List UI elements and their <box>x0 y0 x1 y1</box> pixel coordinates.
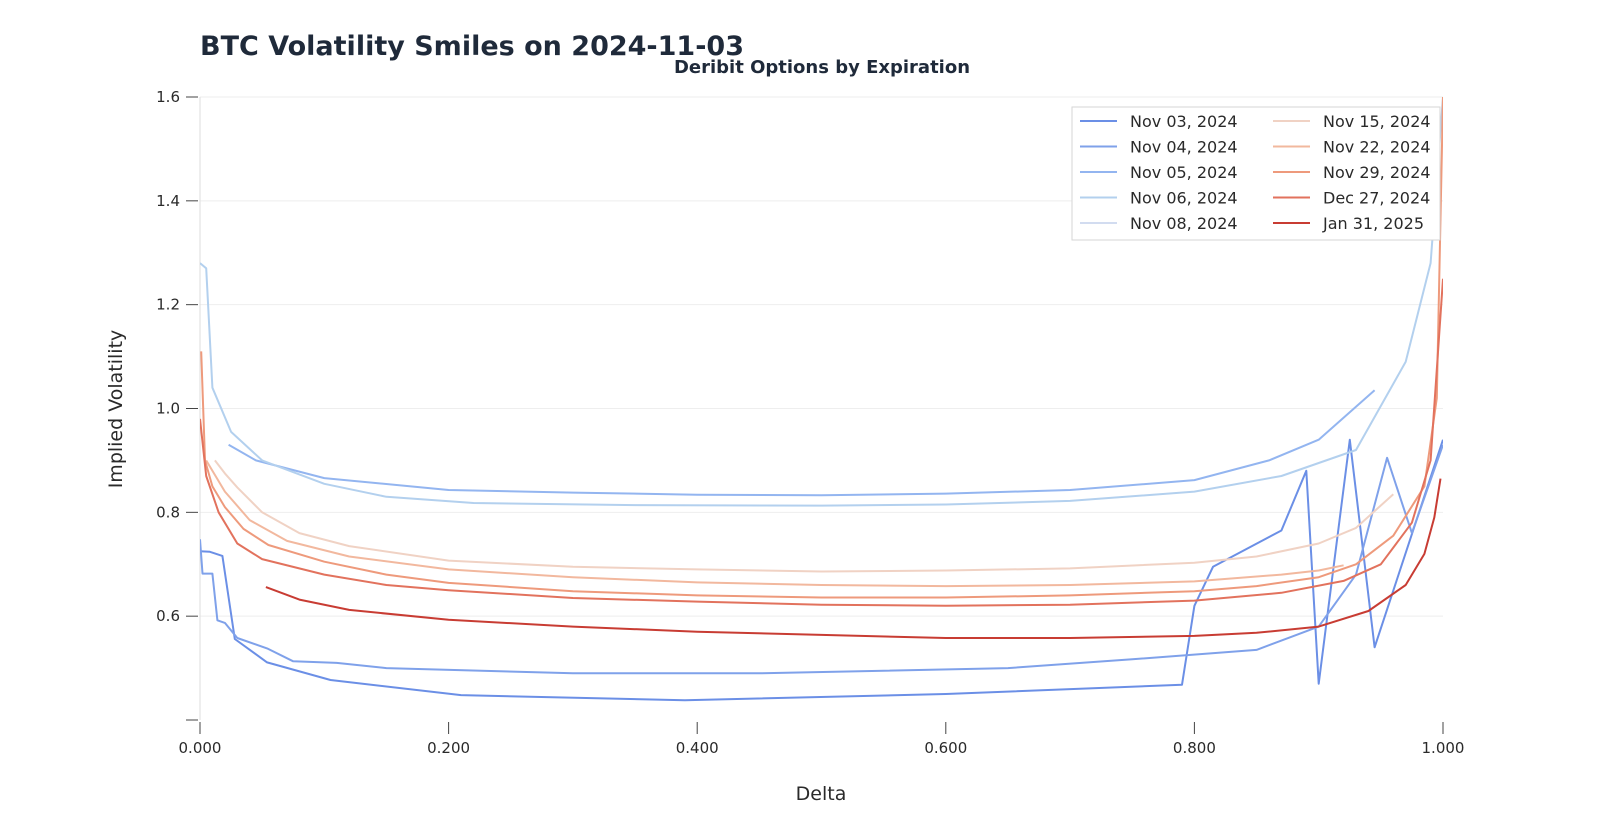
y-axis-title: Implied Volatility <box>105 330 127 489</box>
legend-label: Jan 31, 2025 <box>1322 214 1424 233</box>
y-tick-label: 0.8 <box>156 503 180 521</box>
x-tick-label: 0.000 <box>179 739 222 757</box>
series-line-1 <box>200 438 1443 702</box>
gridlines <box>200 96 1443 617</box>
legend-label: Nov 15, 2024 <box>1323 112 1431 131</box>
y-tick-label: 1.2 <box>156 296 180 314</box>
series-line-6 <box>214 459 1394 573</box>
x-axis-ticks: 0.000 0.200 0.400 0.600 0.800 1.000 <box>179 722 1465 757</box>
y-tick-label: 0.6 <box>156 607 180 625</box>
x-tick-label: 0.800 <box>1173 739 1216 757</box>
legend-box <box>1071 106 1441 241</box>
y-tick-label: 1.4 <box>156 192 180 210</box>
series-line-7 <box>205 459 1344 588</box>
legend-label: Nov 22, 2024 <box>1323 138 1431 157</box>
x-tick-label: 0.400 <box>676 739 719 757</box>
series-line-10 <box>265 478 1442 639</box>
series-line-3 <box>228 389 1376 497</box>
x-axis-title: Delta <box>796 783 847 805</box>
y-tick-label: 1.6 <box>156 88 180 106</box>
legend-label: Nov 04, 2024 <box>1130 138 1238 157</box>
y-axis-ticks: 0.6 0.8 1.0 1.2 1.4 1.6 <box>156 88 198 625</box>
legend-label: Nov 06, 2024 <box>1130 189 1238 208</box>
series-line-4 <box>200 97 1443 507</box>
x-tick-label: 0.600 <box>924 739 967 757</box>
legend: Nov 03, 2024 Nov 04, 2024 Nov 05, 2024 Nov … <box>1071 106 1441 241</box>
axes <box>186 97 201 721</box>
legend-label: Dec 27, 2024 <box>1323 189 1430 208</box>
chart-subtitle: Deribit Options by Expiration <box>674 57 970 78</box>
legend-label: Nov 03, 2024 <box>1130 112 1238 131</box>
series-lines <box>200 97 1443 702</box>
legend-label: Nov 08, 2024 <box>1130 214 1238 233</box>
series-line-9 <box>200 278 1443 607</box>
legend-label: Nov 05, 2024 <box>1130 163 1238 182</box>
chart-title: BTC Volatility Smiles on 2024-11-03 <box>200 31 744 62</box>
y-tick-label: 1.0 <box>156 400 180 418</box>
series-line-2 <box>200 444 1443 675</box>
series-line-8 <box>200 97 1443 599</box>
legend-label: Nov 29, 2024 <box>1323 163 1431 182</box>
x-tick-label: 1.000 <box>1422 739 1465 757</box>
x-tick-label: 0.200 <box>427 739 470 757</box>
